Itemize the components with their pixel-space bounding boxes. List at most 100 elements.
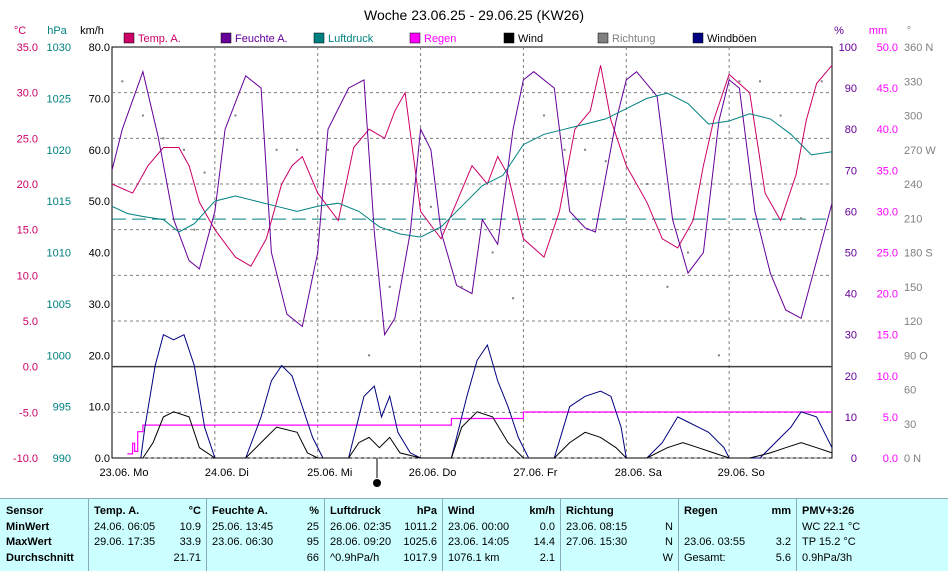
- avg-value: 21.71: [173, 552, 201, 564]
- pmv-name: PMV+3:26: [802, 505, 855, 517]
- table-row-label: Durchschnitt: [6, 552, 74, 564]
- direction-tick-label: 180 S: [904, 248, 933, 260]
- sensor-name: Regen: [684, 505, 718, 517]
- rain-tick-label: 20.0: [877, 289, 898, 301]
- legend-label-wind: Wind: [518, 33, 543, 45]
- min-time: 24.06. 06:05: [94, 521, 156, 533]
- legend: Temp. A. Feuchte A. Luftdruck Regen Wind Rich…: [123, 32, 757, 45]
- pressure-tick-label: 1020: [47, 145, 71, 157]
- axes: °C hPa km/h% mm ° 35.0 30.0 25.0 20.0 15.0 10.0 5.0…: [13, 25, 936, 479]
- direction-tick-label: 0 N: [904, 453, 921, 465]
- legend-swatch-rain: [409, 32, 421, 44]
- avg-value: W: [662, 552, 673, 564]
- direction-point: [759, 80, 761, 83]
- temp-tick-label: 0.0: [23, 362, 38, 374]
- direction-tick-label: 150: [904, 282, 922, 294]
- direction-point: [203, 171, 206, 174]
- wind-tick-label: 50.0: [89, 196, 110, 208]
- direction-point: [162, 137, 165, 140]
- max-time: 23.06. 03:55: [684, 536, 746, 548]
- max-time: 23.06. 06:30: [212, 536, 274, 548]
- legend-label-direction: Richtung: [612, 33, 655, 45]
- humidity-tick-label: 100: [839, 42, 857, 54]
- sensor-unit: km/h: [529, 505, 555, 517]
- series: [111, 64, 833, 459]
- direction-tick-label: 90 O: [904, 350, 928, 362]
- temp-tick-label: 20.0: [17, 179, 38, 191]
- direction-tick-label: 330: [904, 76, 922, 88]
- humidity-tick-label: 20: [845, 371, 857, 383]
- pressure-tick-label: 1015: [47, 196, 71, 208]
- pressure-tick-label: 1030: [47, 42, 71, 54]
- day-label: 28.06. Sa: [615, 467, 663, 479]
- direction-point: [779, 114, 782, 117]
- legend-label-temp: Temp. A.: [138, 33, 181, 45]
- humidity-tick-label: 90: [845, 83, 857, 95]
- direction-tick-label: 270 W: [904, 145, 936, 157]
- legend-label-pressure: Luftdruck: [328, 33, 374, 45]
- rain-line: [127, 411, 832, 455]
- direction-point: [820, 80, 823, 83]
- table-column: Luftdruck hPa 26.06. 02:35 1011.2 28.06. 09:…: [324, 499, 442, 571]
- min-value: 1011.2: [404, 521, 437, 533]
- direction-point: [645, 183, 648, 185]
- pressure-tick-label: 995: [53, 402, 71, 414]
- sensor-unit: °C: [188, 505, 201, 517]
- wind-tick-label: 30.0: [89, 299, 110, 311]
- direction-point: [512, 297, 515, 300]
- rain-tick-label: 5.0: [883, 412, 898, 424]
- humidity-tick-label: 30: [845, 330, 857, 342]
- table-row-label: MinWert: [6, 521, 50, 533]
- day-label: 24.06. Di: [205, 467, 249, 479]
- temp-tick-label: 35.0: [17, 42, 38, 54]
- temp-tick-label: 25.0: [17, 133, 38, 145]
- table-column: Feuchte A.% 25.06. 13:45 25 23.06. 06:30 95 6…: [206, 499, 324, 571]
- legend-label-rain: Regen: [424, 33, 456, 45]
- legend-label-gust: Windböen: [707, 33, 757, 45]
- rain-tick-label: 10.0: [877, 371, 898, 383]
- avg-value: 5.6: [775, 552, 791, 564]
- table-column: Regen mm 23.06. 03:55 3.2 Gesamt: 5.6: [678, 499, 796, 571]
- direction-point: [368, 354, 371, 357]
- direction-point: [429, 205, 432, 208]
- rain-tick-label: 30.0: [877, 206, 898, 218]
- direction-point: [717, 354, 720, 357]
- wind-tick-label: 80.0: [89, 42, 110, 54]
- max-value: N: [665, 536, 673, 548]
- max-value: 95: [306, 536, 319, 548]
- wind-tick-label: 40.0: [89, 248, 110, 260]
- legend-swatch-direction: [597, 32, 609, 44]
- temp-tick-label: 5.0: [23, 316, 38, 328]
- direction-point: [388, 285, 391, 288]
- rain-tick-label: 15.0: [877, 330, 898, 342]
- sensor-unit: mm: [771, 505, 791, 517]
- sensor-unit: hPa: [416, 505, 437, 517]
- max-value: 33.9: [179, 536, 201, 548]
- rain-axis-unit: mm: [869, 25, 887, 37]
- direction-point: [327, 148, 329, 151]
- max-value: 1025.6: [403, 536, 437, 548]
- direction-point: [296, 148, 299, 151]
- max-time: 23.06. 14:05: [448, 536, 510, 548]
- direction-tick-label: 360 N: [904, 42, 933, 54]
- min-time: 23.06. 00:00: [448, 521, 510, 533]
- wind-tick-label: 70.0: [89, 93, 110, 105]
- pressure-tick-label: 990: [53, 453, 71, 465]
- day-label: 26.06. Do: [409, 467, 457, 479]
- wind-tick-label: 20.0: [89, 350, 110, 362]
- pressure-tick-label: 1000: [47, 350, 71, 362]
- avg-value: 66: [306, 552, 319, 564]
- direction-point: [687, 251, 689, 254]
- direction-point: [800, 217, 803, 220]
- table-column-pmv: PMV+3:26 WC 22.1 °C TP 15.2 °C 0.9hPa/3h: [796, 499, 948, 571]
- sensor-unit: %: [309, 505, 319, 517]
- wind-axis-unit: km/h: [80, 25, 104, 37]
- rain-tick-label: 40.0: [877, 124, 898, 136]
- now-marker-icon: [373, 479, 381, 487]
- pressure-axis-unit: hPa: [47, 25, 67, 37]
- pressure-tick-label: 1005: [47, 299, 71, 311]
- day-label: 25.06. Mi: [307, 467, 352, 479]
- rain-tick-label: 25.0: [877, 248, 898, 260]
- pressure-tick-label: 1025: [47, 93, 71, 105]
